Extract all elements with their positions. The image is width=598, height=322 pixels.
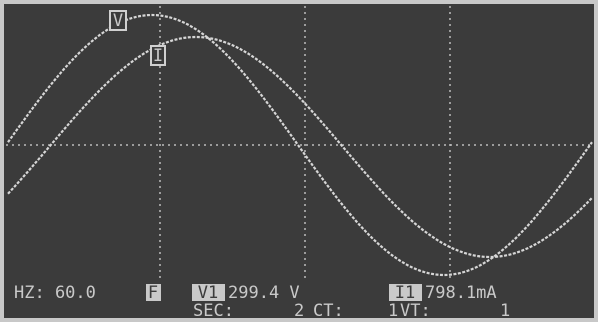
vt-label: VT:: [400, 301, 431, 321]
current-marker: I: [153, 46, 163, 66]
voltage-marker: V: [113, 11, 123, 31]
ct-label: CT:: [313, 301, 344, 321]
current-marker-box: [150, 45, 166, 66]
ct-value: 1: [388, 301, 398, 321]
voltage-channel-box: [192, 284, 225, 301]
mode: F: [148, 283, 158, 303]
voltage-wave: [7, 13, 593, 277]
vt-value: 1: [500, 301, 510, 321]
voltage-reading: 299.4 V: [228, 283, 300, 303]
current-channel: I1: [395, 283, 415, 303]
mode-box: [146, 284, 161, 301]
voltage-channel: V1: [198, 283, 218, 303]
current-channel-box: [389, 284, 422, 301]
current-wave: [7, 35, 593, 259]
display: [4, 4, 594, 318]
sec-label: SEC:: [193, 301, 234, 321]
frequency: HZ: 60.0: [14, 283, 96, 303]
current-reading: 798.1mA: [425, 283, 497, 303]
voltage-marker-box: [109, 10, 127, 31]
sec-value: 2: [294, 301, 304, 321]
